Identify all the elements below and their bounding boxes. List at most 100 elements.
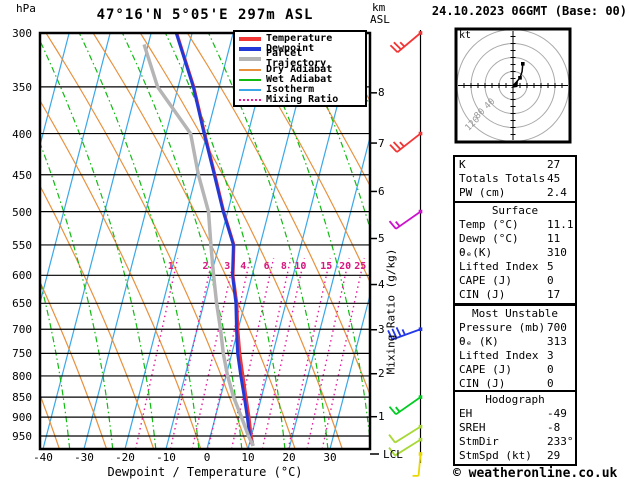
- row-label: CAPE (J): [459, 274, 512, 287]
- row-value: 29: [547, 449, 561, 462]
- mixing-ratio-value-label: 10: [294, 261, 307, 272]
- table-row: StmSpd (kt) 29: [455, 449, 575, 463]
- row-label: PW (cm): [459, 186, 506, 199]
- legend-swatch: [239, 68, 261, 71]
- lcl-label: LCL: [383, 448, 403, 461]
- row-label: StmSpd (kt): [459, 449, 532, 462]
- row-label: K: [459, 158, 466, 171]
- mixing-ratio-axis-label: Mixing Ratio (g/kg): [384, 248, 398, 375]
- row-value: -8: [547, 421, 561, 434]
- table-row: Totals Totals 45: [455, 172, 575, 186]
- temp-tick-label: -40: [33, 451, 53, 464]
- date-label: 24.10.2023 06GMT (Base: 00): [431, 4, 627, 18]
- row-value: 310: [547, 246, 567, 259]
- legend-swatch: [239, 57, 261, 62]
- pressure-tick-label: 900: [12, 411, 32, 425]
- km-tick-label: 6: [378, 184, 385, 198]
- table-row: Pressure (mb) 700: [455, 321, 575, 335]
- wet-adiabat-line: [41, 282, 71, 448]
- km-tick-label: 3: [378, 323, 385, 337]
- table-row: θₑ(K) 310: [455, 246, 575, 260]
- row-value: 45: [547, 172, 561, 185]
- row-value: 0: [547, 363, 554, 376]
- table-row: Lifted Index 5: [455, 260, 575, 274]
- wet-adiabat-line: [41, 41, 157, 448]
- row-label: Lifted Index: [459, 349, 539, 362]
- mixing-ratio-value-label: 25: [354, 261, 367, 272]
- isotherm-line: [83, 34, 193, 448]
- pressure-tick-label: 750: [12, 347, 32, 361]
- table-row: Dewp (°C) 11: [455, 232, 575, 246]
- dry-adiabat-line: [41, 282, 107, 448]
- row-label: Dewp (°C): [459, 232, 519, 245]
- pressure-tick-label: 350: [12, 80, 32, 94]
- legend-swatch: [239, 99, 261, 102]
- row-label: θₑ (K): [459, 335, 499, 348]
- wind-barb: [389, 131, 423, 153]
- row-value: -49: [547, 407, 567, 420]
- legend-item: Mixing Ratio: [239, 95, 365, 105]
- hodograph-border: [454, 27, 572, 144]
- temp-tick-label: -30: [74, 451, 94, 464]
- legend-item: Dry Adiabat: [239, 64, 365, 75]
- pressure-tick-label: 300: [12, 27, 32, 40]
- km-tick-label: 8: [378, 86, 385, 100]
- row-label: CIN (J): [459, 288, 506, 301]
- wet-adiabat-line: [79, 34, 200, 448]
- table-header: Hodograph: [485, 393, 545, 406]
- mixing-ratio-value-label: 8: [280, 261, 287, 272]
- row-label: Totals Totals: [459, 172, 546, 185]
- table-row: K 27: [455, 158, 575, 172]
- isotherm-line: [288, 138, 369, 448]
- sounding-curves: [142, 34, 255, 447]
- dry-adiabat-line: [140, 34, 343, 448]
- row-label: θₑ(K): [459, 246, 493, 259]
- x-axis-label: Dewpoint / Temperature (°C): [107, 465, 303, 479]
- wind-barb: [387, 326, 423, 341]
- legend-item: Wet Adiabat: [239, 74, 365, 85]
- hodograph-trace-dot: [521, 62, 525, 66]
- row-value: 11.1: [547, 218, 574, 231]
- mixing-ratio-value-label: 20: [339, 261, 352, 272]
- hodograph: [454, 27, 572, 144]
- legend-item: Dewpoint: [239, 44, 365, 54]
- pressure-tick-label: 700: [12, 323, 32, 337]
- mixing-ratio-value-label: 15: [320, 261, 333, 272]
- legend-item: Isotherm: [239, 85, 365, 95]
- legend-label: Mixing Ratio: [266, 94, 339, 106]
- table-header: Most Unstable: [471, 307, 559, 320]
- dry-adiabat-line: [187, 34, 369, 394]
- legend-item: Temperature: [239, 34, 365, 44]
- plot-border: [38, 31, 372, 451]
- table-row: CIN (J) 0: [455, 377, 575, 391]
- legend-swatch: [239, 47, 261, 52]
- temp-tick-label: -10: [156, 451, 176, 464]
- row-value: 233°: [547, 435, 574, 448]
- row-value: 0: [547, 274, 554, 287]
- row-value: 313: [547, 335, 567, 348]
- pressure-tick-label: 800: [12, 369, 32, 383]
- hodograph-unit-label: kt: [459, 30, 472, 41]
- legend-swatch: [239, 78, 261, 81]
- dry-adiabat-line: [45, 34, 249, 448]
- legend-label: Parcel Trajectory: [266, 48, 327, 70]
- pressure-unit-label: hPa: [16, 2, 36, 15]
- legend-box: Temperature Dewpoint Parcel Trajectory Dry …: [233, 30, 367, 107]
- wet-adiabat-line: [165, 34, 286, 448]
- row-label: EH: [459, 407, 473, 420]
- table-row: CIN (J) 17: [455, 288, 575, 302]
- pressure-tick-label: 400: [12, 127, 32, 141]
- temp-tick-label: -20: [115, 451, 135, 464]
- legend-item: Parcel Trajectory: [239, 49, 365, 69]
- row-value: 700: [547, 321, 567, 334]
- mixing-ratio-value-label: 1: [167, 261, 174, 272]
- isotherm-line: [41, 34, 111, 302]
- pressure-tick-label: 650: [12, 297, 32, 311]
- mixing-ratio-value-label: 3: [224, 261, 231, 272]
- table-row: Temp (°C) 11.1: [455, 218, 575, 232]
- wet-adiabat-line: [41, 144, 114, 448]
- row-label: Temp (°C): [459, 218, 519, 231]
- km-tick-label: 7: [378, 136, 385, 150]
- table-row: CAPE (J) 0: [455, 363, 575, 377]
